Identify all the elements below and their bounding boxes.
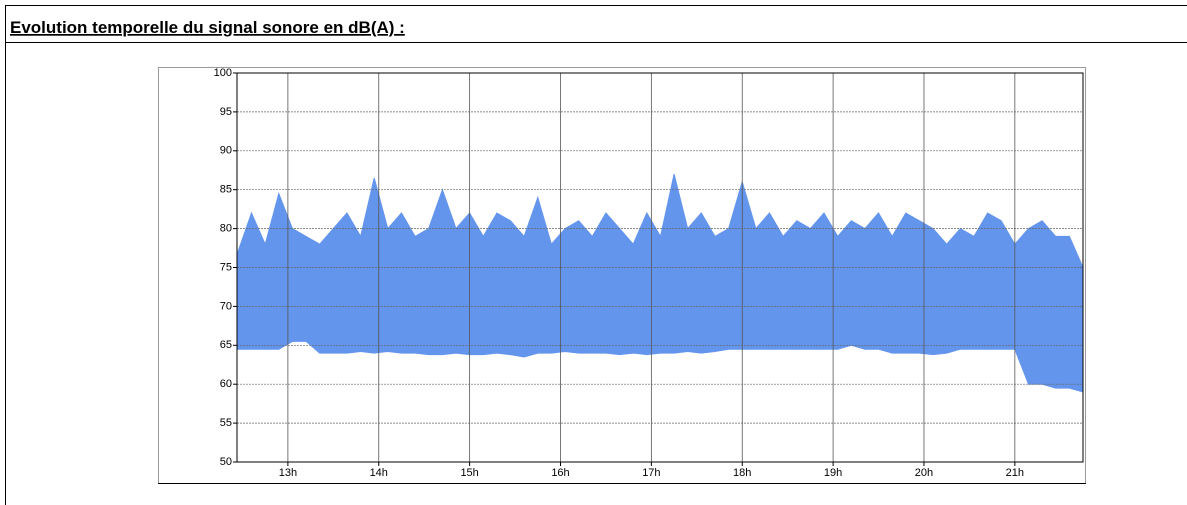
x-tick-label: 19h <box>824 467 842 479</box>
x-tick-label: 17h <box>642 467 660 479</box>
y-tick-label: 90 <box>220 145 232 157</box>
y-tick-label: 70 <box>220 300 232 312</box>
y-tick-label: 50 <box>220 456 232 468</box>
y-tick-label: 55 <box>220 417 232 429</box>
x-tick-label: 21h <box>1006 467 1024 479</box>
x-tick-label: 20h <box>915 467 933 479</box>
y-tick-label: 65 <box>220 339 232 351</box>
y-tick-label: 75 <box>220 261 232 273</box>
x-tick-label: 15h <box>460 467 478 479</box>
y-tick-label: 60 <box>220 378 232 390</box>
plot-border <box>236 72 1084 463</box>
x-tick-label: 14h <box>370 467 388 479</box>
x-tick-label: 16h <box>551 467 569 479</box>
y-tick-label: 100 <box>214 67 232 79</box>
x-tick-label: 13h <box>279 467 297 479</box>
y-tick-label: 80 <box>220 223 232 235</box>
y-tick-label: 95 <box>220 106 232 118</box>
x-tick-label: 18h <box>733 467 751 479</box>
chart-title: Evolution temporelle du signal sonore en… <box>10 18 405 37</box>
y-tick-label: 85 <box>220 184 232 196</box>
